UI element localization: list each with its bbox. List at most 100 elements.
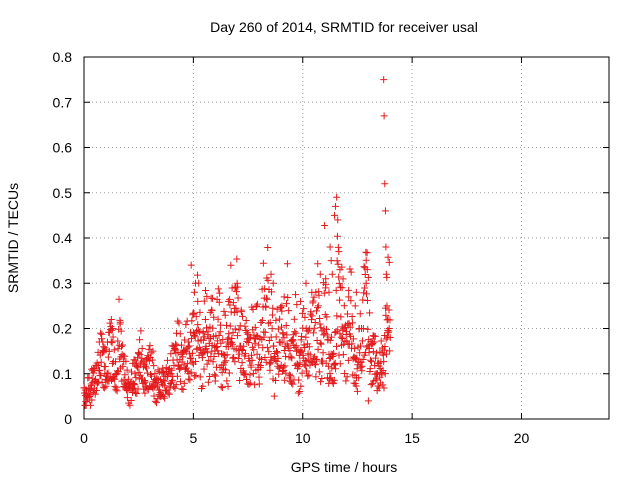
data-point <box>266 319 274 327</box>
data-point <box>343 310 351 318</box>
data-point <box>223 377 231 385</box>
y-tick-label: 0.6 <box>53 140 73 156</box>
data-point <box>283 300 290 308</box>
data-point <box>283 260 291 268</box>
data-point <box>229 329 237 337</box>
data-point <box>138 345 146 353</box>
data-point <box>233 255 241 263</box>
data-point <box>346 323 354 331</box>
x-axis-label: GPS time / hours <box>291 459 398 475</box>
data-point <box>311 360 319 368</box>
data-point <box>244 339 252 347</box>
data-point <box>313 304 321 312</box>
data-point <box>333 257 341 265</box>
data-point <box>187 368 195 376</box>
data-point <box>132 374 140 382</box>
data-point <box>356 349 364 357</box>
data-point <box>317 324 325 332</box>
data-point <box>342 377 350 385</box>
data-point <box>380 384 388 392</box>
data-point <box>208 306 216 314</box>
data-point <box>308 312 316 320</box>
data-point <box>196 373 204 381</box>
data-point <box>232 304 240 312</box>
data-point <box>362 279 370 287</box>
data-point <box>325 288 333 296</box>
data-point <box>293 301 301 309</box>
data-point <box>165 390 173 398</box>
data-point <box>384 315 392 323</box>
x-tick-label: 20 <box>514 430 530 446</box>
data-point <box>384 253 392 261</box>
data-point <box>175 319 183 327</box>
grid-lines <box>84 57 609 419</box>
data-point <box>334 260 342 268</box>
data-point <box>364 397 372 405</box>
data-point <box>344 356 352 364</box>
data-point <box>333 193 341 201</box>
data-point <box>263 343 271 351</box>
data-point <box>255 380 263 388</box>
data-point <box>137 327 145 335</box>
data-point <box>233 288 240 296</box>
data-point <box>141 378 149 386</box>
data-point <box>91 390 99 398</box>
data-point <box>361 270 369 278</box>
data-point <box>380 76 388 84</box>
data-point <box>251 339 259 347</box>
data-point <box>136 336 144 344</box>
data-point <box>147 370 155 378</box>
x-axis-tick-labels: 0 5 10 15 20 <box>80 430 529 446</box>
data-point <box>161 394 169 402</box>
data-point <box>352 382 360 390</box>
data-point <box>367 381 375 389</box>
data-point <box>182 321 190 329</box>
x-tick-label: 5 <box>189 430 197 446</box>
data-point <box>178 385 186 393</box>
data-point <box>267 270 275 278</box>
data-point <box>167 350 175 358</box>
data-point <box>198 354 206 362</box>
data-point <box>191 372 199 380</box>
data-point <box>248 356 256 364</box>
data-point <box>318 374 326 382</box>
data-point <box>228 335 236 343</box>
data-point <box>101 384 109 392</box>
data-point <box>242 317 250 325</box>
data-point <box>231 358 239 366</box>
data-point <box>274 354 282 362</box>
data-point <box>268 288 275 296</box>
data-point <box>224 335 232 343</box>
data-point <box>138 354 146 362</box>
chart-title: Day 260 of 2014, SRMTID for receiver usa… <box>210 19 478 35</box>
data-point <box>208 294 216 302</box>
data-point <box>314 302 322 310</box>
data-point <box>192 371 200 379</box>
data-point <box>320 289 328 297</box>
data-point <box>348 340 356 348</box>
data-point <box>294 389 302 397</box>
data-point <box>230 353 238 361</box>
data-point <box>210 371 218 379</box>
data-point <box>270 392 278 400</box>
data-point <box>353 354 361 362</box>
data-point <box>283 331 291 339</box>
data-point <box>104 369 112 377</box>
data-point <box>136 371 144 379</box>
data-point <box>233 332 241 340</box>
data-point <box>102 346 110 354</box>
data-point <box>192 279 200 287</box>
data-point <box>337 333 345 341</box>
data-point <box>353 387 361 395</box>
data-point <box>383 273 391 281</box>
data-point <box>108 339 116 347</box>
data-point <box>288 336 296 344</box>
data-point <box>317 378 325 386</box>
data-point <box>229 299 237 307</box>
data-point <box>97 358 105 366</box>
data-point <box>265 337 273 345</box>
data-point <box>264 276 272 284</box>
data-point <box>260 333 268 341</box>
data-point <box>227 308 235 316</box>
